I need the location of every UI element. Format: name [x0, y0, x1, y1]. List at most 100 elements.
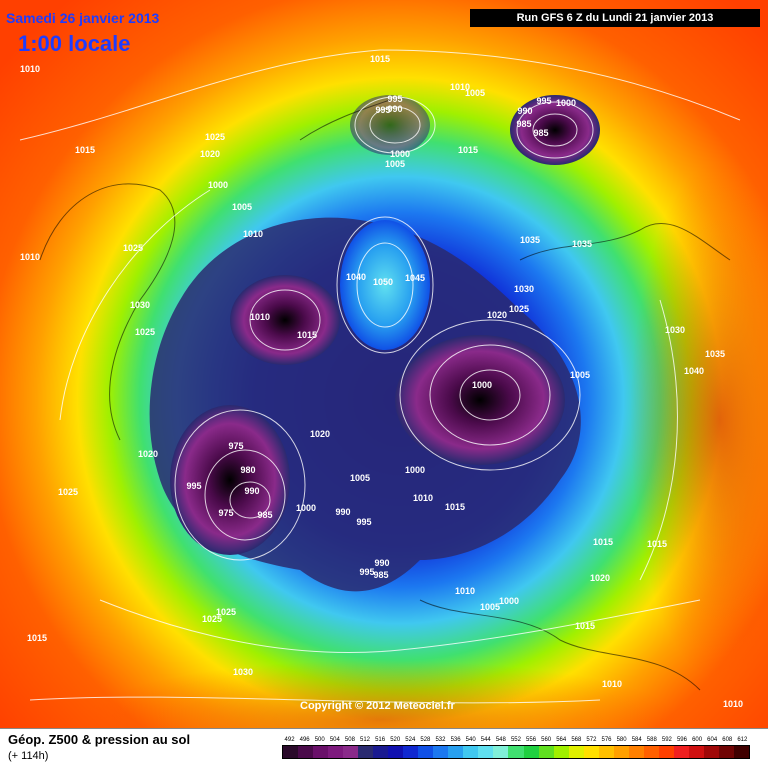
scale-tick-label: 548 [495, 737, 506, 743]
scale-tick-label: 492 [284, 737, 295, 743]
scale-swatch [358, 746, 374, 758]
scale-swatch [403, 746, 419, 758]
scale-swatch [598, 746, 614, 758]
isobar-label: 980 [240, 465, 255, 475]
scale-swatch [583, 746, 599, 758]
isobar-label: 1000 [472, 380, 492, 390]
scale-tick-label: 500 [314, 737, 325, 743]
scale-swatch [628, 746, 644, 758]
scale-tick-label: 584 [631, 737, 642, 743]
isobar-label: 1035 [572, 239, 592, 249]
isobar-label: 1025 [202, 614, 222, 624]
scale-swatch [553, 746, 569, 758]
low-nw [350, 95, 430, 155]
isobar-label: 1020 [590, 573, 610, 583]
low-north-atlantic [170, 405, 290, 555]
isobar-label: 985 [257, 510, 272, 520]
footer-subtitle: (+ 114h) [8, 750, 49, 762]
isobar-label: 1020 [487, 310, 507, 320]
scale-swatch [298, 746, 314, 758]
isobar-label: 975 [228, 441, 243, 451]
warm-zone-south [80, 660, 680, 728]
isobar-label: 1015 [575, 621, 595, 631]
isobar-label: 1030 [130, 300, 150, 310]
isobar-label: 1040 [346, 272, 366, 282]
isobar-label: 1015 [445, 502, 465, 512]
scale-tick-label: 568 [571, 737, 582, 743]
isobar-label: 985 [533, 128, 548, 138]
isobar-label: 1020 [200, 149, 220, 159]
isobar-label: 995 [186, 481, 201, 491]
scale-swatch [508, 746, 524, 758]
scale-tick-label: 544 [480, 737, 491, 743]
isobar-label: 1045 [405, 273, 425, 283]
isobar-label: 1050 [373, 277, 393, 287]
low-pacific-hudson [230, 275, 340, 365]
isobar-label: 1010 [20, 252, 40, 262]
scale-tick-label: 512 [360, 737, 371, 743]
isobar-label: 1015 [458, 145, 478, 155]
scale-swatch [328, 746, 344, 758]
isobar-label: 1000 [499, 596, 519, 606]
coastlines [39, 99, 731, 691]
isobar-label: 1040 [684, 366, 704, 376]
isobar-label: 1010 [455, 586, 475, 596]
isobar-label: 1010 [723, 699, 743, 709]
isobar-label: 1025 [205, 132, 225, 142]
run-banner: Run GFS 6 Z du Lundi 21 janvier 2013 [470, 9, 760, 27]
scale-tick-label: 496 [299, 737, 310, 743]
isobar-label: 990 [244, 486, 259, 496]
isobar-label: 1005 [465, 88, 485, 98]
isobar-label: 1010 [450, 82, 470, 92]
scale-swatch [448, 746, 464, 758]
scale-tick-label: 608 [722, 737, 733, 743]
scale-tick-label: 588 [646, 737, 657, 743]
isobar-label: 990 [387, 104, 402, 114]
scale-tick-label: 600 [692, 737, 703, 743]
isobar-label: 975 [218, 508, 233, 518]
color-scale: 492 496 500 504 508 512 516 520 524 528 532 536 540 5… [282, 735, 750, 759]
scale-tick-label: 520 [390, 737, 401, 743]
legend-footer: Géop. Z500 & pression au sol (+ 114h) 49… [0, 728, 768, 769]
isobar-label: 1025 [123, 243, 143, 253]
isobar-label: 1025 [509, 304, 529, 314]
scale-swatch [613, 746, 629, 758]
isobar-label: 1035 [520, 235, 540, 245]
scale-swatch [433, 746, 449, 758]
forecast-map: 1010 1015 1025 1020 1000 1005 1010 1025 1030 1025… [0, 0, 768, 728]
scale-swatch [493, 746, 509, 758]
isobar-label: 990 [374, 558, 389, 568]
isobar-label: 1005 [350, 473, 370, 483]
forecast-time: 1:00 locale [18, 31, 131, 56]
isobar-label: 995 [359, 567, 374, 577]
isobar-label: 1015 [297, 330, 317, 340]
isobar-label: 1000 [208, 180, 228, 190]
isobar-label: 1000 [405, 465, 425, 475]
low-siberia [395, 335, 565, 465]
isobar-label: 1015 [75, 145, 95, 155]
isobars [19, 49, 741, 704]
scale-swatch [283, 746, 299, 758]
scale-tick-label: 504 [329, 737, 340, 743]
scale-tick-label: 524 [405, 737, 416, 743]
scale-swatch [568, 746, 584, 758]
scale-swatch [478, 746, 494, 758]
isobar-label: 1015 [593, 537, 613, 547]
isobar-label: 1015 [647, 539, 667, 549]
isobar-label: 1005 [570, 370, 590, 380]
isobar-label: 995 [387, 94, 402, 104]
scale-tick-label: 528 [420, 737, 431, 743]
isobar-label: 995 [375, 105, 390, 115]
scale-swatch [733, 746, 749, 758]
copyright-text: Copyright © 2012 Meteociel.fr [300, 700, 455, 712]
isobar-label: 990 [335, 507, 350, 517]
scale-swatch [523, 746, 539, 758]
isobar-label: 1005 [385, 159, 405, 169]
scale-swatch [673, 746, 689, 758]
scale-tick-label: 516 [375, 737, 386, 743]
scale-swatch [343, 746, 359, 758]
scale-tick-label: 532 [435, 737, 446, 743]
footer-title: Géop. Z500 & pression au sol [8, 732, 191, 747]
scale-swatch [463, 746, 479, 758]
isobar-label: 1005 [480, 602, 500, 612]
